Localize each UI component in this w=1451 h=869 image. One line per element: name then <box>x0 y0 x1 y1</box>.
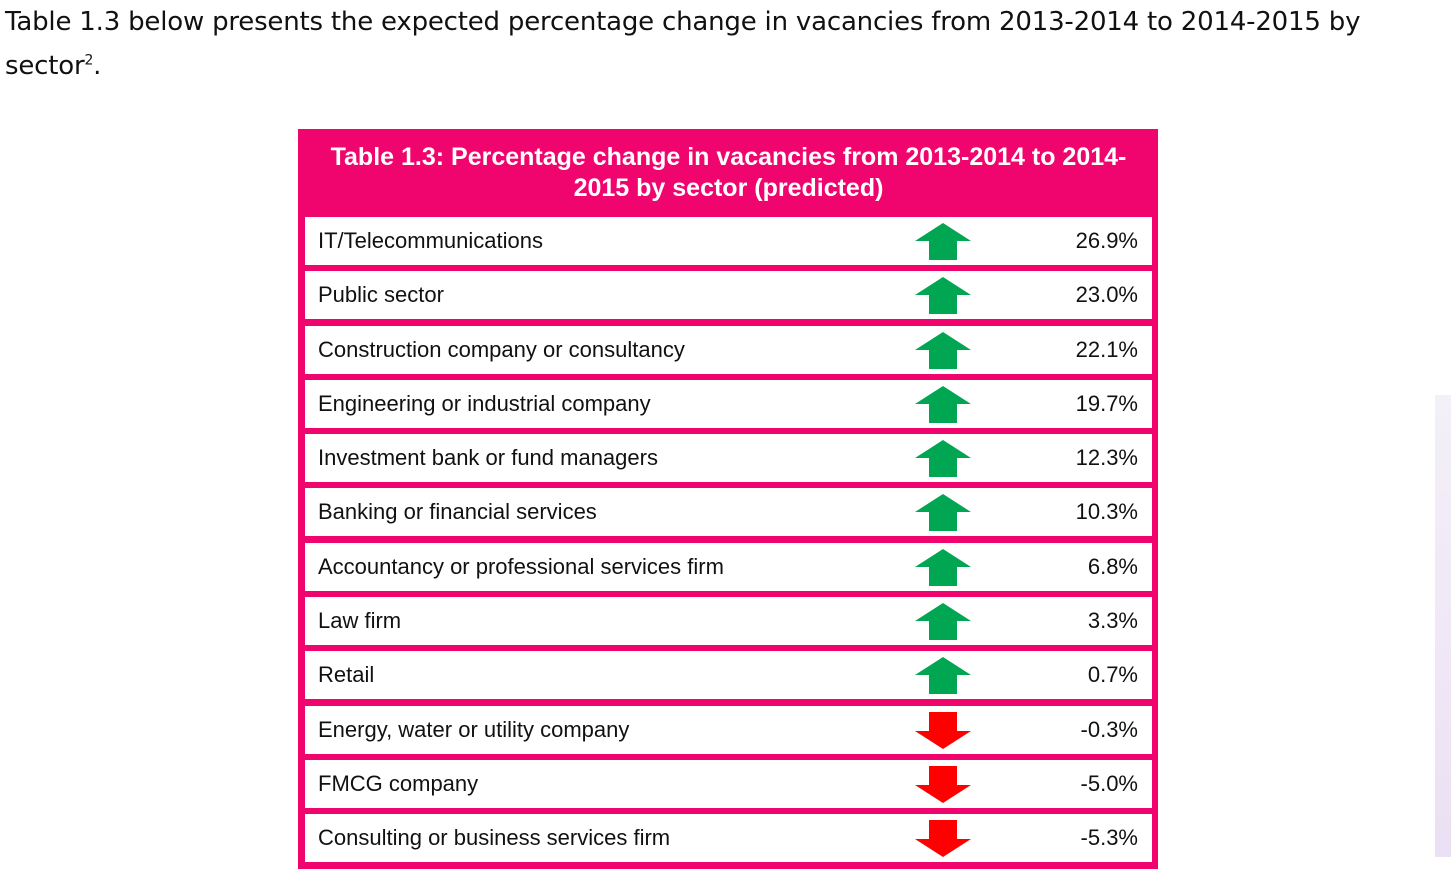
table-row: Energy, water or utility company -0.3% <box>305 705 1152 754</box>
table-row: Engineering or industrial company 19.7% <box>305 379 1152 428</box>
percent-change-value: 26.9% <box>1075 228 1138 253</box>
sector-label: Accountancy or professional services fir… <box>318 553 724 579</box>
arrow-down-icon <box>915 820 971 858</box>
table-row: Construction company or consultancy 22.1… <box>305 325 1152 374</box>
percent-change-value: 3.3% <box>1087 608 1138 634</box>
table-row: Consulting or business services firm -5.… <box>305 814 1152 863</box>
arrow-up-icon <box>915 440 971 478</box>
arrow-up-icon <box>915 657 971 695</box>
sector-label: Banking or financial services <box>318 499 597 525</box>
sector-label: Retail <box>318 662 375 688</box>
arrow-up-icon <box>915 223 971 260</box>
percent-change-value: 22.1% <box>1075 336 1138 362</box>
arrow-up-icon <box>915 331 971 369</box>
intro-text: Table 1.3 below presents the expected pe… <box>5 7 1361 81</box>
arrow-down-icon <box>915 711 971 749</box>
sector-label: Law firm <box>318 608 402 634</box>
table-row: Retail 0.7% <box>305 651 1152 700</box>
sector-label: Construction company or consultancy <box>318 336 685 362</box>
sector-label: Engineering or industrial company <box>318 390 651 416</box>
percent-change-value: 10.3% <box>1075 499 1138 525</box>
sector-label: Investment bank or fund managers <box>318 445 658 471</box>
table-body: IT/Telecommunications 26.9% Public sector… <box>305 217 1152 863</box>
sector-label: Public sector <box>318 282 444 308</box>
percent-change-value: -5.3% <box>1080 825 1138 851</box>
sector-label: IT/Telecommunications <box>318 228 543 253</box>
sector-label: Consulting or business services firm <box>318 825 671 851</box>
page-edge-decoration <box>1435 395 1451 857</box>
percent-change-value: 0.7% <box>1087 662 1138 688</box>
arrow-up-icon <box>915 494 971 532</box>
table-row: Banking or financial services 10.3% <box>305 488 1152 537</box>
arrow-up-icon <box>915 603 971 641</box>
arrow-up-icon <box>915 277 971 315</box>
table-row: Law firm 3.3% <box>305 597 1152 646</box>
sector-label: FMCG company <box>318 770 479 796</box>
table-title: Table 1.3: Percentage change in vacancie… <box>330 143 1127 202</box>
percent-change-value: -5.0% <box>1080 770 1138 796</box>
table-row: FMCG company -5.0% <box>305 759 1152 808</box>
footnote-marker: 2 <box>84 52 94 69</box>
table-row: IT/Telecommunications 26.9% <box>305 217 1152 265</box>
intro-end: . <box>93 51 102 81</box>
percent-change-value: 23.0% <box>1075 282 1138 308</box>
percent-change-value: 19.7% <box>1075 390 1138 416</box>
sector-label: Energy, water or utility company <box>318 716 630 742</box>
arrow-up-icon <box>915 385 971 423</box>
vacancy-change-table: Table 1.3: Percentage change in vacancie… <box>298 129 1158 869</box>
table-row: Investment bank or fund managers 12.3% <box>305 434 1152 483</box>
table-row: Accountancy or professional services fir… <box>305 542 1152 591</box>
table-row: Public sector 23.0% <box>305 271 1152 320</box>
intro-paragraph: Table 1.3 below presents the expected pe… <box>5 0 1425 88</box>
arrow-up-icon <box>915 548 971 586</box>
percent-change-value: 12.3% <box>1075 445 1138 471</box>
arrow-down-icon <box>915 765 971 803</box>
percent-change-value: -0.3% <box>1080 716 1138 742</box>
percent-change-value: 6.8% <box>1087 553 1138 579</box>
